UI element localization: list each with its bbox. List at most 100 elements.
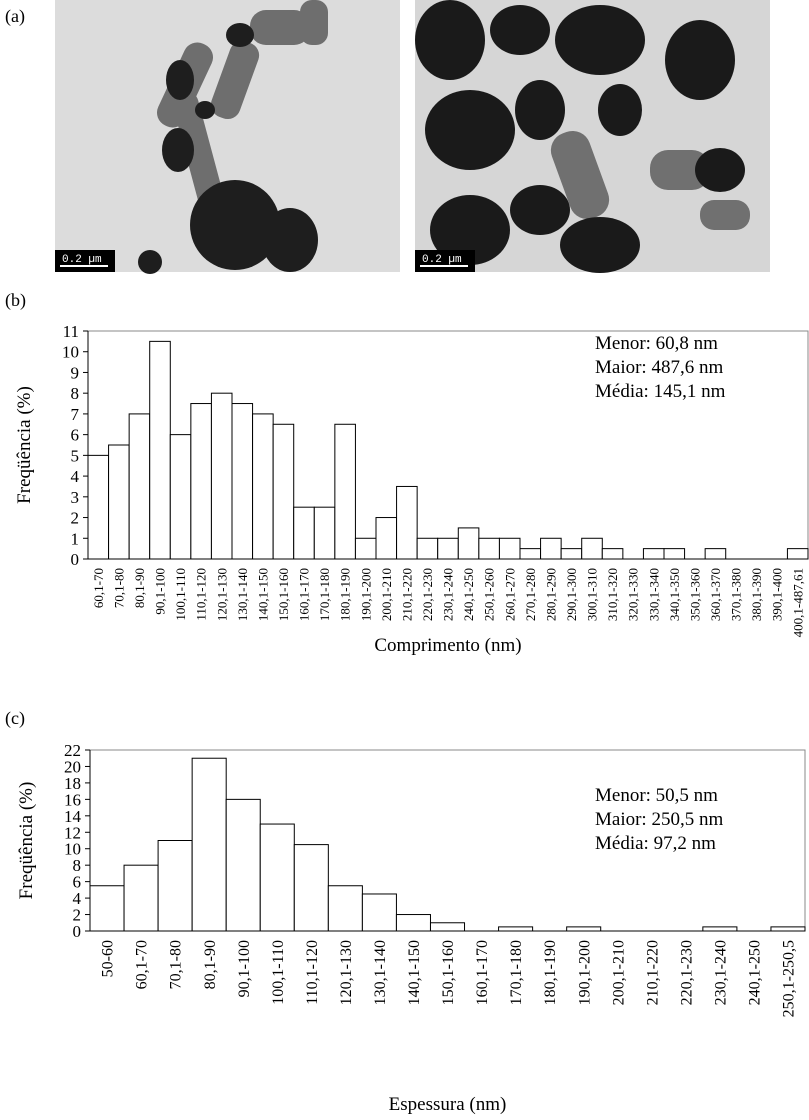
- x-tick-label: 90,1-100: [153, 568, 168, 615]
- bar: [149, 340, 171, 560]
- annotation: Menor: 50,5 nm: [595, 785, 718, 806]
- x-tick-label: 270,1-280: [523, 568, 538, 621]
- bar: [437, 537, 459, 560]
- x-tick-label: 150,1-160: [276, 568, 291, 621]
- x-tick-label: 240,1-250: [747, 940, 764, 1005]
- annotation: Menor: 60,8 nm: [595, 333, 718, 354]
- x-tick-label: 130,1-140: [235, 568, 250, 621]
- x-tick-label: 220,1-230: [420, 568, 435, 621]
- x-tick-label: 110,1-120: [304, 940, 321, 1005]
- y-tick-label: 8: [73, 856, 82, 875]
- bar: [354, 537, 377, 560]
- y-tick-label: 9: [71, 363, 80, 382]
- micrograph: 0.2 µm: [55, 0, 400, 274]
- bar: [231, 403, 254, 560]
- bar: [89, 885, 125, 932]
- x-tick-label: 190,1-200: [358, 568, 373, 621]
- bar: [478, 537, 500, 560]
- x-tick-label: 100,1-110: [270, 940, 287, 1005]
- bar: [313, 506, 336, 560]
- bar: [293, 506, 315, 560]
- y-tick-label: 4: [73, 889, 82, 908]
- panel-label: (a): [5, 6, 25, 27]
- scale-bar-label: 0.2 µm: [62, 254, 102, 266]
- x-tick-label: 280,1-290: [543, 568, 558, 621]
- annotation: Maior: 250,5 nm: [595, 809, 723, 830]
- y-tick-label: 16: [64, 790, 81, 809]
- y-tick-label: 1: [71, 529, 80, 548]
- y-tick-label: 6: [71, 426, 80, 445]
- bar: [642, 548, 665, 560]
- bar: [770, 926, 806, 932]
- bar: [128, 413, 151, 560]
- x-tick-label: 60,1-70: [91, 568, 106, 608]
- bar: [123, 864, 159, 932]
- bar: [87, 454, 110, 560]
- x-tick-label: 310,1-320: [605, 568, 620, 621]
- x-tick-label: 240,1-250: [461, 568, 476, 621]
- x-tick-label: 150,1-160: [440, 940, 457, 1005]
- panel-label: (b): [5, 290, 26, 311]
- bar: [540, 537, 562, 560]
- bar: [361, 893, 397, 932]
- bar: [334, 423, 356, 560]
- x-tick-label: 70,1-80: [168, 940, 185, 989]
- bar: [395, 914, 431, 932]
- x-tick-label: 160,1-170: [297, 568, 312, 621]
- bar: [498, 926, 534, 932]
- y-tick-label: 2: [71, 509, 80, 528]
- y-tick-label: 10: [62, 343, 79, 362]
- bar: [252, 413, 274, 560]
- bar: [416, 537, 439, 560]
- panel-label: (c): [5, 708, 25, 729]
- bar: [786, 548, 809, 560]
- bar: [566, 926, 602, 932]
- x-tick-label: 230,1-240: [712, 940, 729, 1005]
- y-tick-label: 22: [64, 741, 81, 760]
- bar: [519, 548, 542, 560]
- bar: [560, 548, 583, 560]
- x-tick-label: 210,1-220: [644, 940, 661, 1005]
- y-tick-label: 10: [64, 840, 81, 859]
- bar: [702, 926, 738, 932]
- x-tick-label: 210,1-220: [399, 568, 414, 621]
- x-tick-label: 90,1-100: [236, 940, 253, 997]
- x-tick-label: 340,1-350: [667, 568, 682, 621]
- bar: [157, 840, 193, 932]
- x-tick-label: 140,1-150: [255, 568, 270, 621]
- bar: [169, 434, 192, 560]
- x-tick-label: 180,1-190: [542, 940, 559, 1005]
- x-tick-label: 220,1-230: [678, 940, 695, 1005]
- bar: [601, 548, 624, 560]
- x-tick-label: 370,1-380: [729, 568, 744, 621]
- x-tick-label: 320,1-330: [626, 568, 641, 621]
- x-tick-label: 390,1-400: [770, 568, 785, 621]
- x-tick-label: 120,1-130: [338, 940, 355, 1005]
- bar: [457, 527, 480, 560]
- x-tick-label: 230,1-240: [441, 568, 456, 621]
- x-tick-label: 80,1-90: [202, 940, 219, 989]
- bar: [327, 885, 363, 932]
- y-tick-label: 0: [73, 922, 82, 941]
- x-tick-label: 300,1-310: [585, 568, 600, 621]
- bar: [190, 403, 212, 560]
- x-tick-label: 380,1-390: [749, 568, 764, 621]
- x-tick-label: 80,1-90: [132, 568, 147, 608]
- x-tick-label: 190,1-200: [576, 940, 593, 1005]
- x-tick-label: 60,1-70: [134, 940, 151, 989]
- bar: [272, 423, 295, 560]
- y-tick-label: 0: [71, 550, 80, 569]
- y-tick-label: 3: [71, 488, 80, 507]
- y-tick-label: 20: [64, 757, 81, 776]
- y-tick-label: 8: [71, 384, 80, 403]
- y-tick-label: 11: [63, 322, 79, 341]
- x-tick-label: 110,1-120: [194, 568, 209, 621]
- x-tick-label: 260,1-270: [502, 568, 517, 621]
- bar: [429, 922, 466, 932]
- annotation: Média: 97,2 nm: [595, 833, 716, 854]
- micrograph: 0.2 µm: [415, 0, 770, 273]
- bar: [581, 537, 603, 560]
- bar: [210, 392, 233, 560]
